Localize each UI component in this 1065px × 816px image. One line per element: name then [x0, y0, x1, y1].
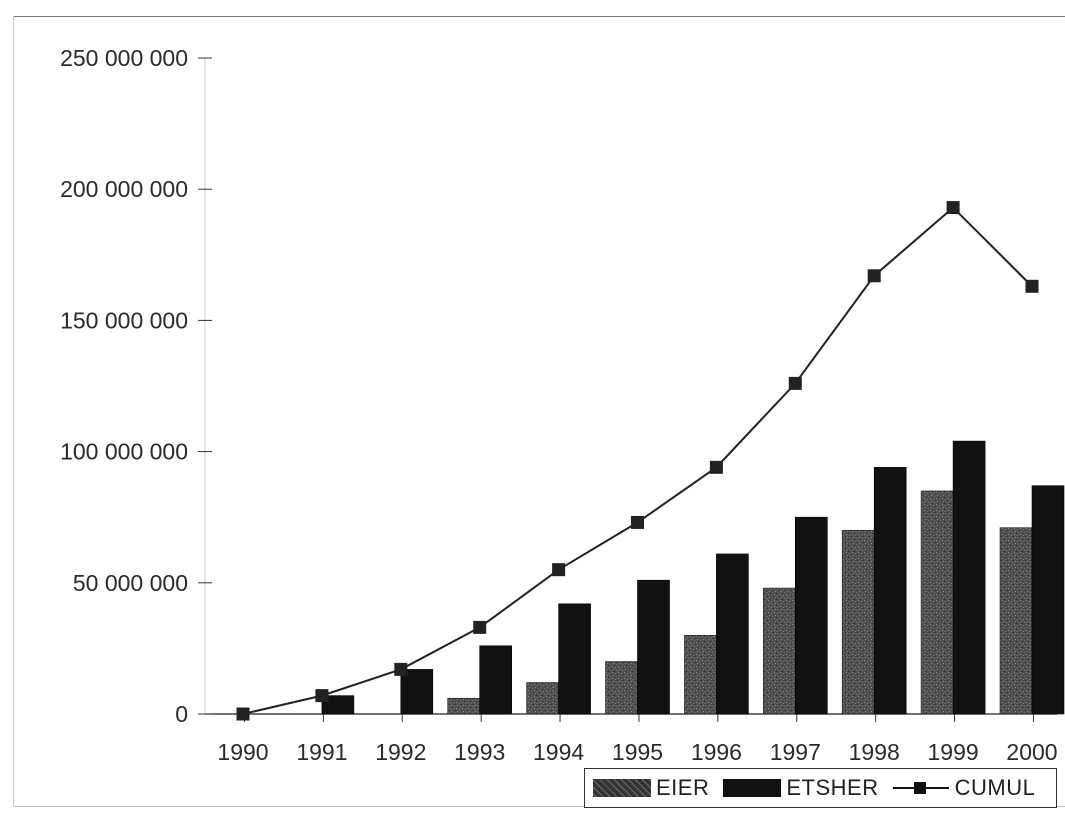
cumul-marker-1990: [236, 707, 250, 721]
legend-item-eier: EIER: [593, 775, 709, 801]
bar-eier-1996: [684, 634, 717, 715]
cumul-marker-1995: [631, 515, 644, 529]
legend-label-eier: EIER: [656, 775, 710, 800]
cumul-marker-1999: [946, 201, 960, 215]
x-tick-label-1993: 1993: [454, 739, 505, 765]
bar-etsher-2000: [1031, 485, 1065, 715]
chart-frame-bottom: [14, 806, 1065, 807]
bar-etsher-1996: [716, 553, 749, 715]
eier-swatch: [593, 779, 651, 797]
etsher-swatch: [723, 779, 782, 797]
x-tick-label-1995: 1995: [612, 739, 663, 765]
bar-etsher-1994: [558, 603, 591, 715]
bar-eier-1993: [447, 697, 481, 715]
legend: EIER ETSHER CUMUL: [584, 768, 1057, 808]
bar-etsher-1991: [321, 695, 355, 715]
x-tick-label-1997: 1997: [770, 739, 821, 765]
x-tick-label-1999: 1999: [928, 739, 979, 765]
bar-etsher-1999: [952, 440, 986, 715]
bar-etsher-1992: [400, 669, 434, 715]
cumul-marker-1997: [788, 376, 802, 390]
x-tick-label-1992: 1992: [375, 739, 426, 765]
y-tick-label-3: 150 000 000: [60, 307, 188, 333]
x-tick-label-1991: 1991: [296, 739, 347, 765]
cumul-marker-1996: [709, 460, 723, 474]
bar-etsher-1995: [637, 579, 670, 715]
x-tick-label-1996: 1996: [691, 739, 742, 765]
bar-eier-1995: [605, 661, 638, 715]
x-tick-label-1990: 1990: [217, 739, 268, 765]
x-tick-label-2000: 2000: [1006, 739, 1057, 765]
cumul-marker-1991: [315, 689, 329, 703]
legend-label-etsher: ETSHER: [786, 775, 879, 800]
bar-etsher-1993: [479, 645, 513, 715]
x-tick-label-1994: 1994: [533, 739, 584, 765]
bar-etsher-1998: [873, 467, 907, 715]
bar-eier-2000: [999, 527, 1033, 715]
y-tick-label-0: 0: [175, 701, 188, 727]
cumul-marker-1998: [867, 269, 881, 283]
y-tick-label-2: 100 000 000: [60, 439, 188, 465]
legend-item-cumul: CUMUL: [892, 775, 1036, 801]
bar-etsher-1997: [794, 516, 828, 715]
bar-eier-1998: [841, 530, 875, 715]
legend-label-cumul: CUMUL: [954, 775, 1036, 800]
chart-frame-left: [13, 16, 14, 806]
cumul-marker-1993: [473, 620, 487, 634]
y-tick-label-5: 250 000 000: [60, 45, 188, 71]
cumul-marker-1992: [394, 662, 408, 676]
bar-eier-1997: [762, 587, 796, 715]
y-tick-label-4: 200 000 000: [60, 176, 188, 202]
cumul-line-marker-icon: [892, 779, 949, 797]
cumul-marker-2000: [1025, 279, 1039, 293]
cumul-marker-1994: [552, 563, 566, 577]
chart-frame-top: [14, 16, 1065, 17]
legend-item-etsher: ETSHER: [723, 775, 878, 801]
bar-eier-1999: [920, 490, 954, 715]
y-tick-label-1: 50 000 000: [73, 570, 188, 596]
x-tick-label-1998: 1998: [849, 739, 900, 765]
bar-eier-1994: [526, 682, 559, 715]
